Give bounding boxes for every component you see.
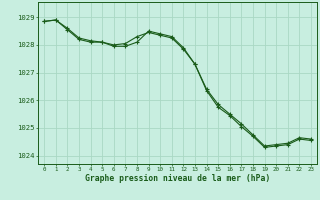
X-axis label: Graphe pression niveau de la mer (hPa): Graphe pression niveau de la mer (hPa) bbox=[85, 174, 270, 183]
